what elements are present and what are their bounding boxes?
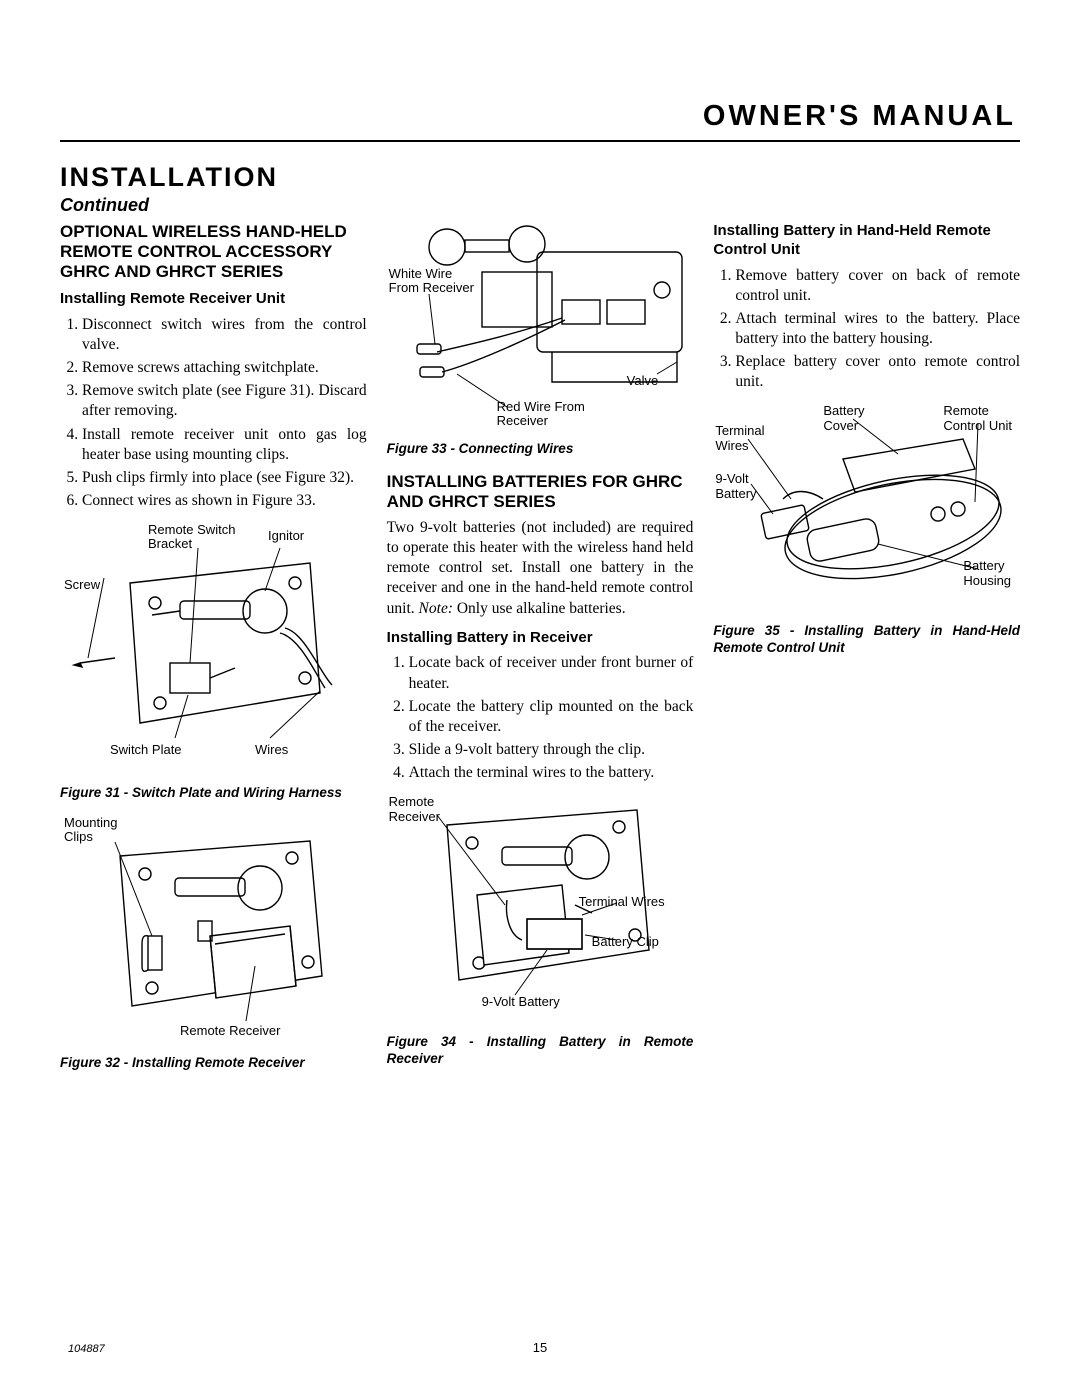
fig35-label-housing: Battery Housing xyxy=(963,559,1011,588)
figure-31-caption: Figure 31 - Switch Plate and Wiring Harn… xyxy=(60,785,367,802)
figure-32: Mounting Clips Remote Receiver xyxy=(60,816,367,1051)
fig33-label-red-wire: Red Wire From Receiver xyxy=(497,400,585,429)
list-item: Remove switch plate (see Figure 31). Dis… xyxy=(82,381,367,421)
col1-subheading: Installing Remote Receiver Unit xyxy=(60,290,367,309)
column-2: White Wire From Receiver Valve Red Wire … xyxy=(387,222,694,1086)
fig34-label-battery: 9-Volt Battery xyxy=(482,995,560,1009)
page-title: OWNER'S MANUAL xyxy=(703,100,1016,133)
col3-steps: Remove battery cover on back of remote c… xyxy=(713,266,1020,393)
list-item: Attach the terminal wires to the battery… xyxy=(409,763,694,783)
list-item: Attach terminal wires to the battery. Pl… xyxy=(735,309,1020,349)
col2-intro: Two 9-volt batteries (not included) are … xyxy=(387,518,694,619)
col1-steps: Disconnect switch wires from the control… xyxy=(60,315,367,511)
section-title: INSTALLATION xyxy=(60,162,1020,193)
content-columns: OPTIONAL WIRELESS HAND-HELD REMOTE CONTR… xyxy=(60,222,1020,1086)
list-item: Slide a 9-volt battery through the clip. xyxy=(409,740,694,760)
fig33-label-white-wire: White Wire From Receiver xyxy=(389,267,474,296)
fig31-label-switch-plate: Switch Plate xyxy=(110,743,182,757)
fig35-label-terminal: Terminal Wires xyxy=(715,424,764,453)
list-item: Disconnect switch wires from the control… xyxy=(82,315,367,355)
list-item: Install remote receiver unit onto gas lo… xyxy=(82,425,367,465)
fig34-label-receiver: Remote Receiver xyxy=(389,795,440,824)
column-3: Installing Battery in Hand-Held Remote C… xyxy=(713,222,1020,1086)
figure-34-caption: Figure 34 - Installing Battery in Remote… xyxy=(387,1034,694,1068)
figure-33: White Wire From Receiver Valve Red Wire … xyxy=(387,222,694,437)
figure-31: Remote SwitchBracket Ignitor Screw Switc… xyxy=(60,523,367,773)
fig35-label-remote: Remote Control Unit xyxy=(943,404,1012,433)
doc-number: 104887 xyxy=(68,1343,105,1355)
fig32-label-receiver: Remote Receiver xyxy=(180,1024,280,1038)
figure-34: Remote Receiver Terminal Wires Battery C… xyxy=(387,795,694,1030)
fig31-label-screw: Screw xyxy=(64,578,100,592)
page-number: 15 xyxy=(533,1340,547,1355)
fig32-label-clips: Mounting Clips xyxy=(64,816,117,845)
fig31-label-ignitor: Ignitor xyxy=(268,529,304,543)
column-1: OPTIONAL WIRELESS HAND-HELD REMOTE CONTR… xyxy=(60,222,367,1086)
figure-35: Terminal Wires Battery Cover Remote Cont… xyxy=(713,404,1020,619)
fig34-label-terminal: Terminal Wires xyxy=(579,895,665,909)
header-rule xyxy=(60,140,1020,142)
fig31-label-wires: Wires xyxy=(255,743,288,757)
fig35-label-9v: 9-Volt Battery xyxy=(715,472,756,501)
figure-32-caption: Figure 32 - Installing Remote Receiver xyxy=(60,1055,367,1072)
figure-35-caption: Figure 35 - Installing Battery in Hand-H… xyxy=(713,623,1020,657)
col2-heading: INSTALLING BATTERIES FOR GHRC AND GHRCT … xyxy=(387,472,694,512)
section-continued: Continued xyxy=(60,195,1020,216)
fig34-label-clip: Battery Clip xyxy=(592,935,659,949)
fig31-label-remote-switch: Remote SwitchBracket xyxy=(148,523,235,552)
list-item: Locate the battery clip mounted on the b… xyxy=(409,697,694,737)
list-item: Connect wires as shown in Figure 33. xyxy=(82,491,367,511)
list-item: Remove battery cover on back of remote c… xyxy=(735,266,1020,306)
fig33-label-valve: Valve xyxy=(627,374,659,388)
list-item: Locate back of receiver under front burn… xyxy=(409,653,694,693)
fig35-label-cover: Battery Cover xyxy=(823,404,864,433)
list-item: Replace battery cover onto remote contro… xyxy=(735,352,1020,392)
col1-heading: OPTIONAL WIRELESS HAND-HELD REMOTE CONTR… xyxy=(60,222,367,282)
list-item: Remove screws attaching switchplate. xyxy=(82,358,367,378)
col2-steps: Locate back of receiver under front burn… xyxy=(387,653,694,783)
list-item: Push clips firmly into place (see Figure… xyxy=(82,468,367,488)
col3-subheading: Installing Battery in Hand-Held Remote C… xyxy=(713,222,1020,260)
col2-subheading: Installing Battery in Receiver xyxy=(387,629,694,648)
figure-33-caption: Figure 33 - Connecting Wires xyxy=(387,441,694,458)
